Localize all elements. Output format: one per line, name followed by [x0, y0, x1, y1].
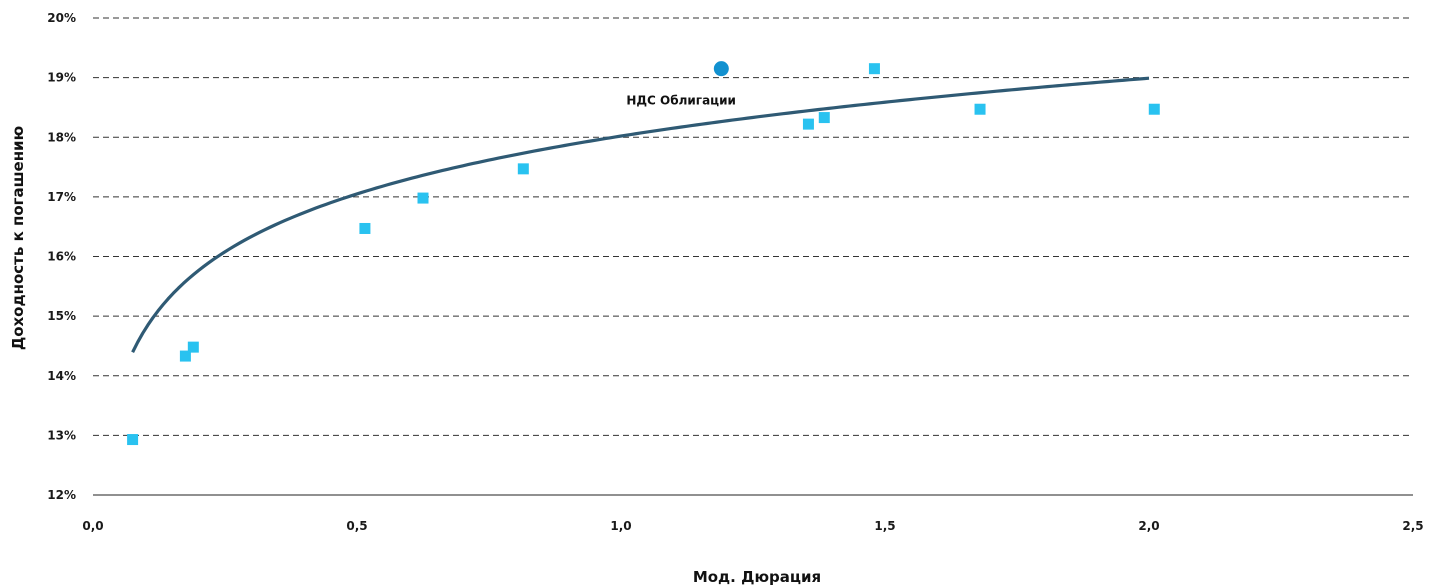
- data-point: [802, 118, 814, 130]
- data-point: [359, 222, 371, 234]
- y-axis-title: Доходность к погашению: [9, 126, 27, 350]
- data-point: [179, 350, 191, 362]
- y-tick-label: 12%: [47, 488, 76, 502]
- y-tick-label: 20%: [47, 11, 76, 25]
- data-points: [127, 63, 1160, 446]
- y-tick-label: 15%: [47, 309, 76, 323]
- y-tick-label: 18%: [47, 130, 76, 144]
- y-axis-ticks: 12% 13% 14% 15% 16% 17% 18% 19% 20%: [47, 11, 76, 502]
- x-tick-label: 0,5: [346, 519, 367, 533]
- y-tick-label: 13%: [47, 428, 76, 442]
- x-tick-label: 0,0: [82, 519, 103, 533]
- y-tick-label: 14%: [47, 369, 76, 383]
- data-point: [187, 341, 199, 353]
- x-tick-label: 2,0: [1138, 519, 1159, 533]
- x-axis-title: Мод. Дюрация: [693, 568, 821, 586]
- data-point: [517, 163, 529, 175]
- data-point: [868, 63, 880, 75]
- highlight-point-label: НДС Облигации: [626, 94, 736, 108]
- highlight-point: НДС Облигации: [626, 61, 736, 108]
- trendline: [131, 76, 1150, 354]
- data-point: [127, 434, 139, 446]
- data-point: [818, 112, 830, 124]
- data-point: [1148, 103, 1160, 115]
- x-tick-label: 2,5: [1402, 519, 1423, 533]
- data-point: [417, 192, 429, 204]
- y-tick-label: 16%: [47, 250, 76, 264]
- x-axis-ticks: 0,0 0,5 1,0 1,5 2,0 2,5: [82, 519, 1423, 533]
- y-tick-label: 17%: [47, 190, 76, 204]
- x-tick-label: 1,0: [610, 519, 631, 533]
- grid-lines: [93, 17, 1413, 496]
- x-tick-label: 1,5: [874, 519, 895, 533]
- trendline-path: [131, 76, 1150, 354]
- y-tick-label: 19%: [47, 71, 76, 85]
- data-point: [974, 103, 986, 115]
- highlight-point-marker: [713, 61, 729, 77]
